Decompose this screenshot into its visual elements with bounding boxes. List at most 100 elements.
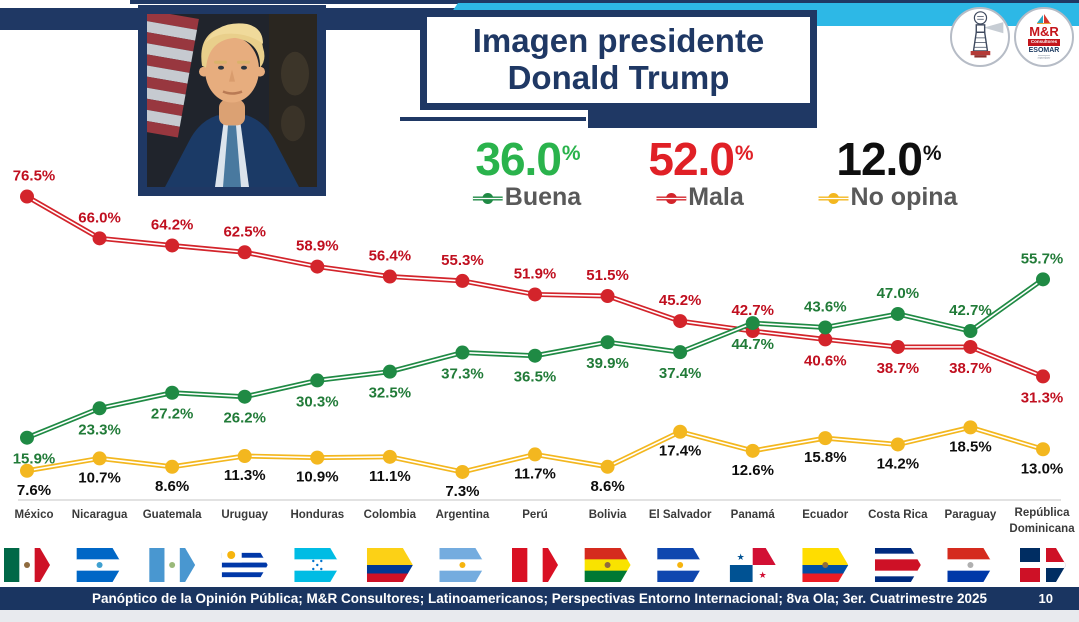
title-underline-thin bbox=[400, 117, 586, 121]
flag-argentina bbox=[439, 548, 486, 582]
value-label-mala-honduras: 58.9% bbox=[296, 238, 339, 255]
x-axis-label-paraguay: Paraguay bbox=[945, 509, 997, 521]
mala-line-marker bbox=[656, 183, 687, 212]
mr-logo-esomar: ESOMAR bbox=[1028, 46, 1060, 54]
point-mala-argentina bbox=[455, 273, 470, 288]
value-label-mala-el-salvador: 45.2% bbox=[659, 292, 702, 309]
x-axis-label-panama: Panamá bbox=[731, 509, 776, 521]
value-label-mala-ecuador: 40.6% bbox=[804, 352, 847, 369]
x-axis-label-honduras: Honduras bbox=[290, 509, 344, 521]
point-buena-peru bbox=[528, 348, 542, 363]
lighthouse-icon bbox=[970, 11, 1004, 58]
x-axis-label-costa-rica: Costa Rica bbox=[868, 509, 928, 521]
x-axis-label-nicaragua: Nicaragua bbox=[72, 509, 128, 521]
value-label-no-opina-republica-dominicana: 13.0% bbox=[1021, 460, 1064, 477]
point-no-opina-panama bbox=[745, 443, 760, 458]
flag-ecuador bbox=[802, 548, 849, 582]
flag-guatemala bbox=[149, 548, 196, 582]
value-label-mala-mexico: 76.5% bbox=[13, 168, 56, 185]
value-label-buena-bolivia: 39.9% bbox=[586, 355, 629, 372]
buena-headline-value: 36.0% bbox=[475, 133, 580, 185]
value-label-mala-argentina: 55.3% bbox=[441, 252, 484, 269]
point-no-opina-argentina bbox=[455, 464, 470, 479]
page-title-line2: Donald Trump bbox=[507, 59, 730, 96]
value-label-mala-bolivia: 51.5% bbox=[586, 267, 629, 284]
point-buena-el-salvador bbox=[673, 345, 688, 360]
x-axis-label-bolivia: Bolivia bbox=[589, 509, 627, 521]
mr-logo-band: Consultores bbox=[1027, 39, 1061, 46]
value-label-buena-panama: 44.7% bbox=[731, 336, 774, 353]
value-label-no-opina-el-salvador: 17.4% bbox=[659, 443, 702, 460]
x-axis-label-peru: Perú bbox=[522, 509, 548, 521]
value-label-buena-nicaragua: 23.3% bbox=[78, 421, 121, 438]
flag-nicaragua bbox=[76, 548, 123, 582]
mala-legend-label: Mala bbox=[648, 183, 751, 212]
value-label-buena-ecuador: 43.6% bbox=[804, 298, 847, 315]
value-label-mala-republica-dominicana: 31.3% bbox=[1021, 389, 1064, 406]
value-label-no-opina-paraguay: 18.5% bbox=[949, 438, 992, 455]
trump-photo bbox=[138, 5, 326, 196]
point-no-opina-bolivia bbox=[600, 459, 615, 474]
point-mala-ecuador bbox=[818, 332, 833, 347]
value-label-buena-guatemala: 27.2% bbox=[151, 406, 194, 423]
value-label-no-opina-guatemala: 8.6% bbox=[155, 478, 189, 495]
value-label-no-opina-panama: 12.6% bbox=[731, 462, 774, 479]
value-label-buena-honduras: 30.3% bbox=[296, 393, 339, 410]
value-label-no-opina-argentina: 7.3% bbox=[445, 483, 479, 500]
point-buena-colombia bbox=[382, 364, 397, 379]
flag-paraguay bbox=[947, 548, 994, 582]
value-label-buena-colombia: 32.5% bbox=[369, 385, 412, 402]
mr-logo-sub: member bbox=[1037, 54, 1051, 60]
mr-logo-name: M&R bbox=[1029, 24, 1059, 39]
value-label-buena-argentina: 37.3% bbox=[441, 366, 484, 383]
flag-republica-dominicana bbox=[1020, 548, 1066, 582]
svg-text:★: ★ bbox=[737, 552, 745, 562]
title-underline-thick bbox=[588, 110, 817, 128]
point-buena-nicaragua bbox=[92, 401, 107, 416]
buena-line-marker bbox=[472, 183, 503, 212]
point-buena-panama bbox=[745, 316, 760, 331]
trump-portrait-illustration bbox=[147, 14, 317, 187]
value-label-buena-mexico: 15.9% bbox=[13, 451, 56, 468]
value-label-no-opina-bolivia: 8.6% bbox=[590, 478, 624, 495]
x-axis-label-el-salvador: El Salvador bbox=[649, 509, 712, 521]
value-label-buena-costa-rica: 47.0% bbox=[877, 285, 920, 302]
value-label-no-opina-ecuador: 15.8% bbox=[804, 449, 847, 466]
point-no-opina-paraguay bbox=[963, 420, 978, 435]
point-mala-paraguay bbox=[963, 339, 978, 354]
page-title-line1: Imagen presidente bbox=[472, 22, 765, 60]
point-no-opina-honduras bbox=[310, 450, 325, 465]
point-no-opina-colombia bbox=[382, 449, 397, 464]
point-mala-colombia bbox=[382, 269, 397, 284]
mr-consultores-logo: M&R Consultores ESOMAR member bbox=[1014, 7, 1074, 67]
trend-chart: México Nicaragua Guatemala Uruguay Honduras C… bbox=[4, 168, 1075, 582]
bottom-strip bbox=[0, 610, 1079, 622]
flag-colombia bbox=[366, 548, 413, 582]
value-label-mala-peru: 51.9% bbox=[514, 265, 557, 282]
value-label-mala-panama: 42.7% bbox=[731, 302, 774, 319]
point-no-opina-uruguay bbox=[237, 449, 252, 464]
point-mala-bolivia bbox=[600, 289, 615, 304]
value-label-mala-nicaragua: 66.0% bbox=[78, 209, 121, 226]
footer-source-text: Panóptico de la Opinión Pública; M&R Con… bbox=[92, 591, 987, 606]
point-no-opina-mexico bbox=[20, 463, 34, 478]
flag-peru bbox=[512, 548, 558, 582]
svg-text:★: ★ bbox=[759, 570, 767, 580]
lighthouse-logo bbox=[950, 7, 1010, 67]
point-buena-republica-dominicana bbox=[1036, 272, 1050, 287]
top-accent-line bbox=[130, 0, 1079, 4]
point-buena-costa-rica bbox=[890, 306, 905, 321]
value-label-buena-uruguay: 26.2% bbox=[223, 410, 266, 427]
point-no-opina-costa-rica bbox=[890, 437, 905, 452]
value-label-no-opina-mexico: 7.6% bbox=[17, 482, 51, 499]
point-mala-peru bbox=[528, 287, 542, 302]
point-buena-bolivia bbox=[600, 335, 615, 350]
flag-uruguay bbox=[221, 548, 268, 582]
x-axis-label-republica-dominicana: República Dominicana bbox=[1009, 507, 1075, 535]
title-box: Imagen presidente Donald Trump bbox=[420, 10, 817, 110]
point-no-opina-el-salvador bbox=[673, 424, 688, 439]
x-axis-label-uruguay: Uruguay bbox=[221, 509, 268, 521]
flag-panama: ★★ bbox=[729, 548, 776, 582]
no-opina-line-marker bbox=[818, 183, 849, 212]
